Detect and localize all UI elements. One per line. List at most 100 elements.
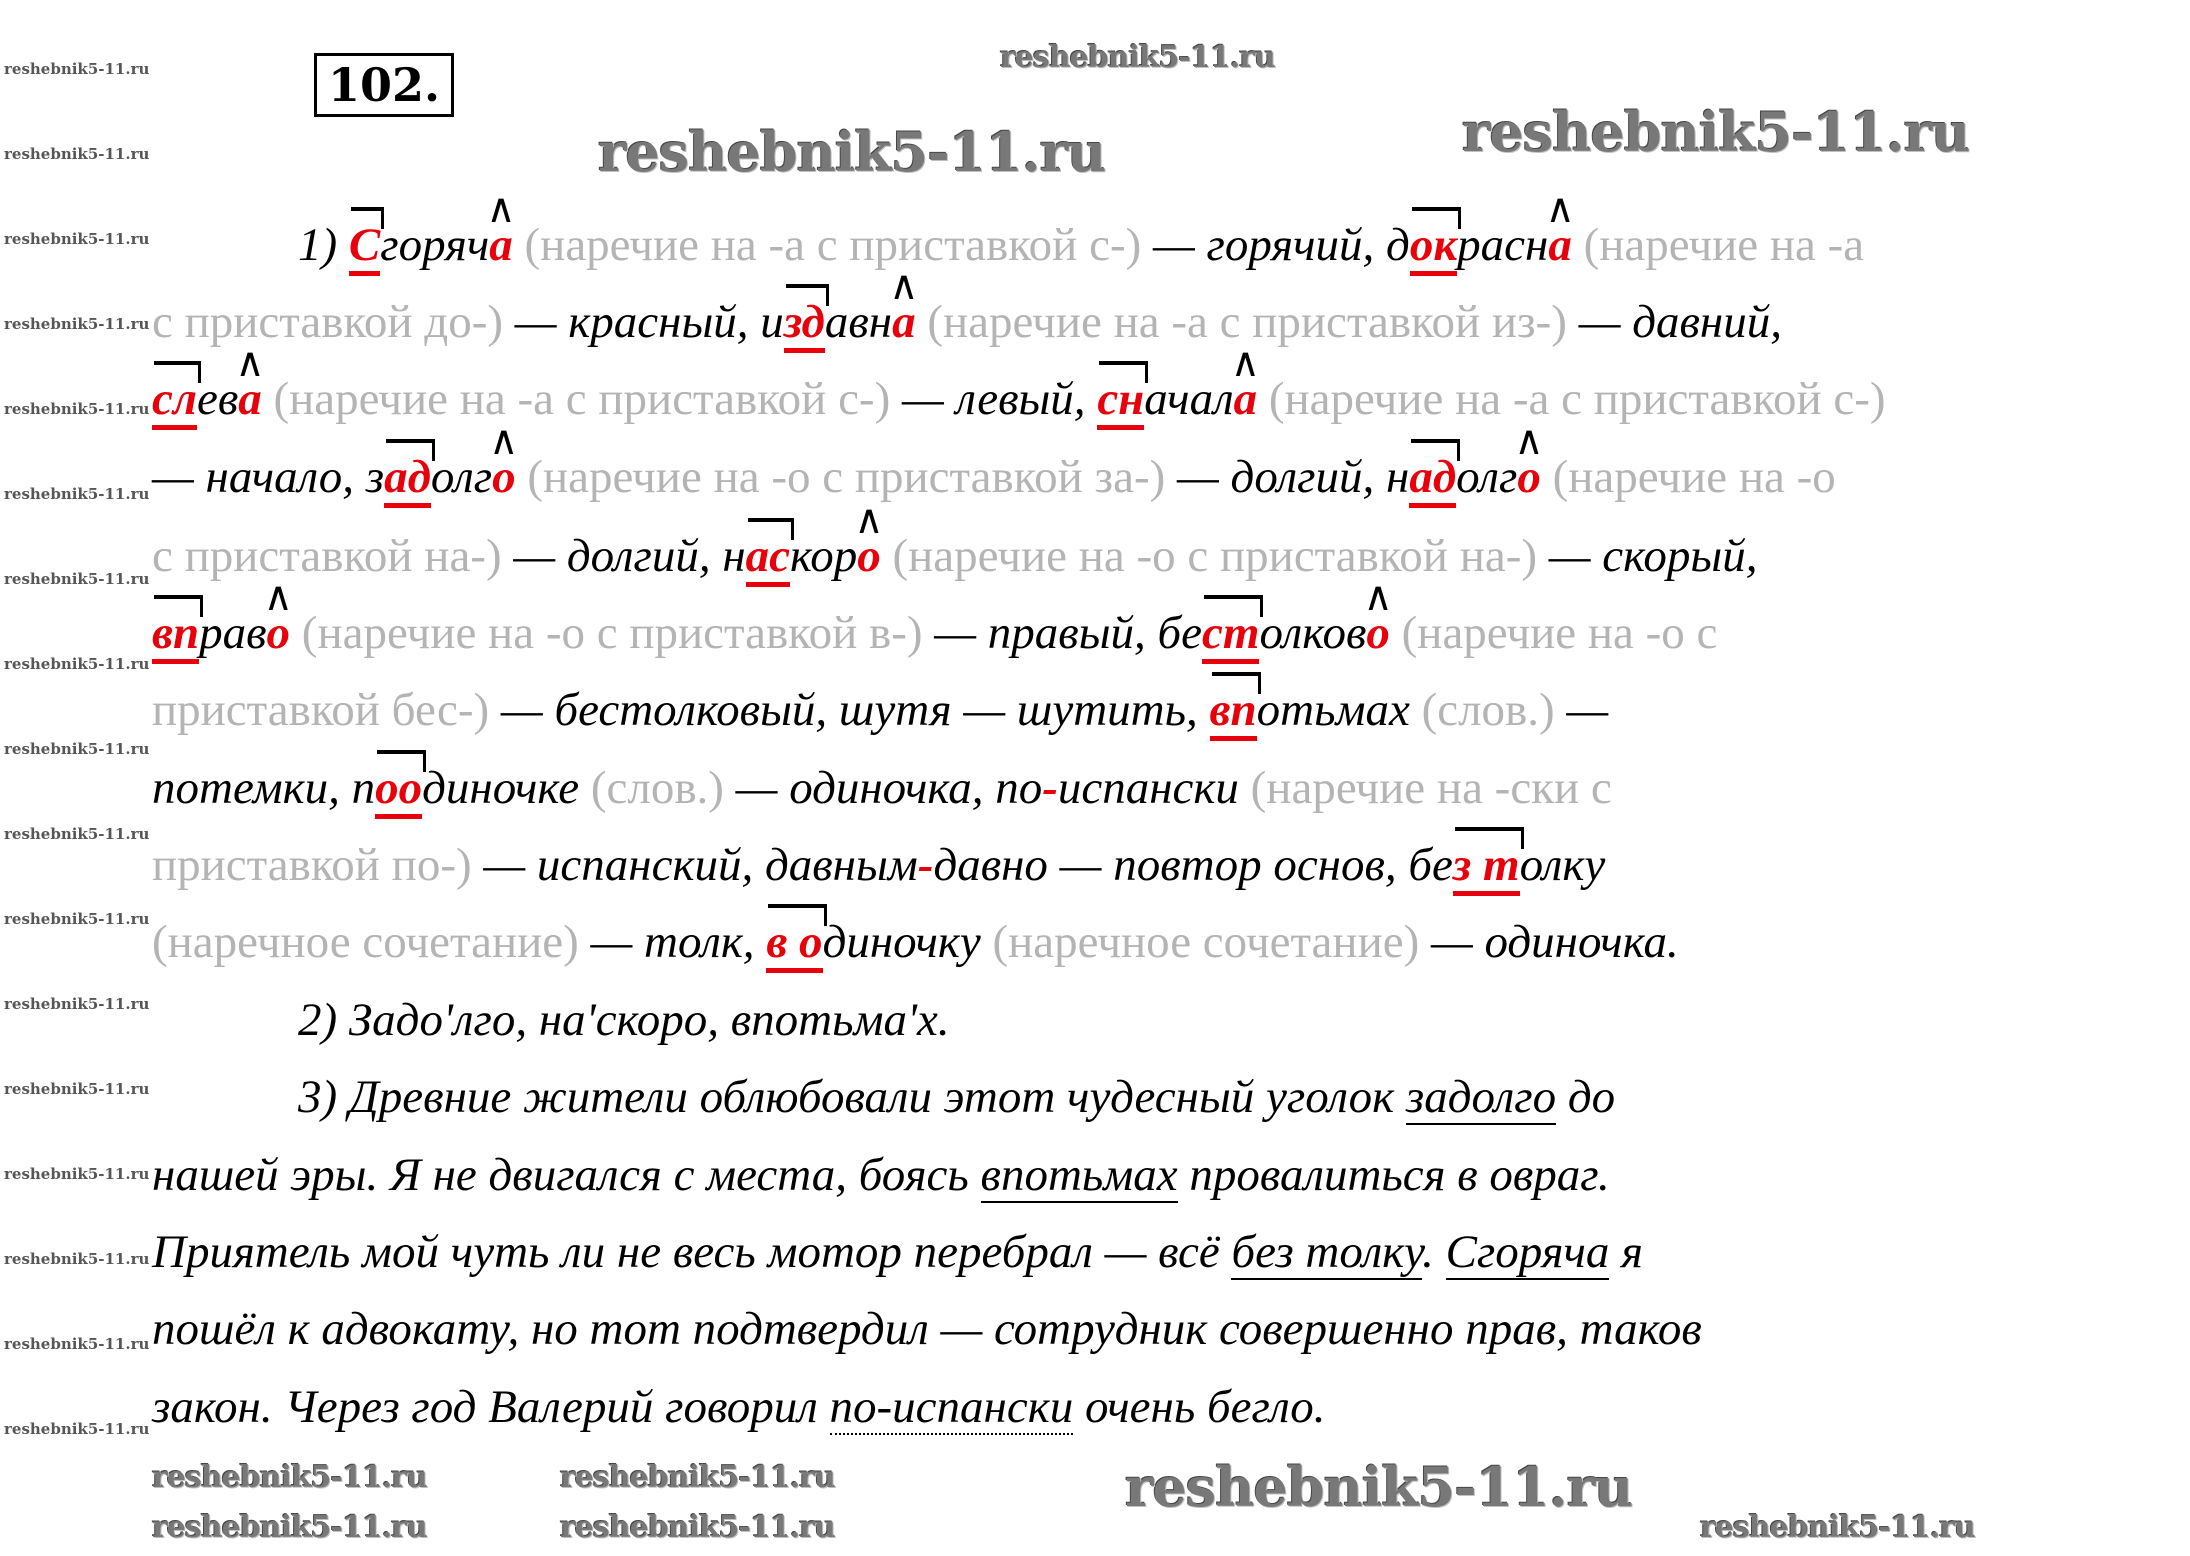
highlighted-morpheme: зд bbox=[783, 296, 825, 353]
ending-letter: о bbox=[267, 607, 291, 659]
watermark: reshebnik5-11.ru bbox=[4, 740, 150, 758]
watermark: reshebnik5-11.ru bbox=[4, 1420, 150, 1438]
text-line: нашей эры. Я не двигался с места, боясь … bbox=[152, 1145, 1610, 1205]
grammar-note: (наречие на -о с приставкой на-) bbox=[880, 530, 1549, 582]
text: пошёл к адвокату, но тот подтвердил — со… bbox=[152, 1303, 1702, 1355]
grammar-note: (наречие на -а с приставкой с-) bbox=[512, 219, 1154, 271]
ending-letter: а bbox=[238, 373, 262, 425]
grammar-note: (наречное сочетание) bbox=[980, 916, 1431, 968]
underlined-adverb: впотьмах bbox=[980, 1149, 1178, 1203]
text-line: Приятель мой чуть ли не весь мотор переб… bbox=[152, 1222, 1643, 1282]
watermark: reshebnik5-11.ru bbox=[4, 485, 150, 503]
watermark: reshebnik5-11.ru bbox=[1700, 1510, 1976, 1545]
watermark: reshebnik5-11.ru bbox=[1000, 40, 1276, 75]
ending-letter: а bbox=[489, 219, 513, 271]
text: — испанский, давным bbox=[483, 839, 918, 891]
watermark: reshebnik5-11.ru bbox=[598, 120, 1106, 184]
text: ев bbox=[196, 373, 239, 425]
grammar-note: с приставкой на-) bbox=[152, 530, 514, 582]
text-line: приставкой по-) — испанский, давным-давн… bbox=[152, 835, 1606, 896]
grammar-note: (наречие на -а с приставкой с-) bbox=[1257, 373, 1886, 425]
grammar-note: (наречие на -о bbox=[1540, 451, 1836, 503]
text: испански bbox=[1057, 762, 1239, 814]
text: — бестолковый, шутя — шутить, bbox=[500, 684, 1210, 736]
ending-letter: а bbox=[1548, 219, 1572, 271]
ending-letter: о bbox=[1366, 607, 1390, 659]
ending-letter: а bbox=[1234, 373, 1258, 425]
text: Приятель мой чуть ли не весь мотор переб… bbox=[152, 1226, 1232, 1278]
grammar-note: (наречие на -о с приставкой за-) bbox=[515, 451, 1178, 503]
highlighted-morpheme: С bbox=[348, 219, 381, 276]
text: потемки, п bbox=[152, 762, 376, 814]
highlighted-morpheme: ок bbox=[1409, 219, 1458, 276]
watermark: reshebnik5-11.ru bbox=[4, 995, 150, 1013]
watermark: reshebnik5-11.ru bbox=[4, 230, 150, 248]
grammar-note: (наречие на -ски с bbox=[1238, 762, 1612, 814]
text: горяч bbox=[380, 219, 490, 271]
highlighted-morpheme: сл bbox=[152, 373, 197, 430]
text-line: закон. Через год Валерий говорил по-испа… bbox=[152, 1377, 1326, 1437]
text-line: 3) Древние жители облюбовали этот чудесн… bbox=[298, 1067, 1615, 1127]
grammar-note: (наречие на -о с bbox=[1389, 607, 1718, 659]
text: — долгий, н bbox=[1177, 451, 1410, 503]
grammar-note: (наречие на -а с приставкой с-) bbox=[261, 373, 902, 425]
highlighted-morpheme: ад bbox=[384, 451, 431, 508]
highlighted-morpheme: вп bbox=[1209, 684, 1257, 741]
text-line: с приставкой на-) — долгий, наскоро (нар… bbox=[152, 526, 1758, 587]
text: кор bbox=[790, 530, 858, 582]
highlighted-morpheme: ст bbox=[1202, 607, 1260, 664]
watermark: reshebnik5-11.ru bbox=[4, 1080, 150, 1098]
text-line: 2) Задо'лго, на'скоро, впотьма'х. bbox=[298, 990, 950, 1050]
watermark: reshebnik5-11.ru bbox=[152, 1510, 428, 1545]
exercise-number: 102. bbox=[314, 53, 454, 117]
ending-letter: о bbox=[857, 530, 881, 582]
watermark: reshebnik5-11.ru bbox=[4, 655, 150, 673]
grammar-note: (наречие на -а bbox=[1571, 219, 1865, 271]
watermark: reshebnik5-11.ru bbox=[4, 315, 150, 333]
text: олку bbox=[1519, 839, 1606, 891]
text: — левый, bbox=[902, 373, 1098, 425]
text: — одиночка. bbox=[1430, 916, 1679, 968]
text-line: потемки, поодиночке (слов.) — одиночка, … bbox=[152, 758, 1612, 819]
text: провалиться в овраг. bbox=[1177, 1149, 1610, 1201]
hyphen: - bbox=[917, 839, 934, 891]
watermark: reshebnik5-11.ru bbox=[4, 145, 150, 163]
text: олг bbox=[430, 451, 493, 503]
watermark: reshebnik5-11.ru bbox=[1462, 100, 1970, 164]
text-line: вправо (наречие на -о с приставкой в-) —… bbox=[152, 603, 1718, 664]
watermark: reshebnik5-11.ru bbox=[4, 825, 150, 843]
text: — bbox=[1566, 684, 1609, 736]
text: авн bbox=[824, 296, 893, 348]
underlined-adverb: по-испански bbox=[829, 1381, 1074, 1435]
text: давно — повтор основ, бе bbox=[933, 839, 1453, 891]
text: нашей эры. Я не двигался с места, боясь bbox=[152, 1149, 981, 1201]
text-line: слева (наречие на -а с приставкой с-) — … bbox=[152, 369, 1886, 430]
watermark: reshebnik5-11.ru bbox=[4, 1165, 150, 1183]
text: я bbox=[1609, 1226, 1644, 1278]
text-line: (наречное сочетание) — толк, в одиночку … bbox=[152, 912, 1679, 973]
highlighted-morpheme: з т bbox=[1452, 839, 1520, 896]
underlined-adverb: задолго bbox=[1405, 1071, 1557, 1125]
text: 2) Задо'лго, на'скоро, впотьма'х. bbox=[298, 994, 950, 1046]
text: — горячий, д bbox=[1153, 219, 1410, 271]
ending-letter: о bbox=[1517, 451, 1541, 503]
text: закон. Через год Валерий говорил bbox=[152, 1381, 830, 1433]
grammar-note: (наречное сочетание) bbox=[152, 916, 591, 968]
underlined-adverb: Сгоряча bbox=[1445, 1226, 1610, 1280]
text-line: с приставкой до-) — красный, издавна (на… bbox=[152, 292, 1782, 353]
text: ачал bbox=[1144, 373, 1234, 425]
highlighted-morpheme: в о bbox=[766, 916, 823, 973]
text: — скорый, bbox=[1548, 530, 1758, 582]
text: 3) Древние жители облюбовали этот чудесн… bbox=[298, 1071, 1406, 1123]
ending-letter: а bbox=[892, 296, 916, 348]
watermark: reshebnik5-11.ru bbox=[4, 1250, 150, 1268]
text: — одиночка, по bbox=[735, 762, 1043, 814]
text: — долгий, н bbox=[513, 530, 746, 582]
text: до bbox=[1556, 1071, 1616, 1123]
grammar-note: (наречие на -а с приставкой из-) bbox=[915, 296, 1579, 348]
text: рав bbox=[199, 607, 267, 659]
grammar-note: с приставкой до-) bbox=[152, 296, 515, 348]
text: — толк, bbox=[590, 916, 767, 968]
grammar-note: (слов.) bbox=[1409, 684, 1567, 736]
watermark: reshebnik5-11.ru bbox=[4, 570, 150, 588]
